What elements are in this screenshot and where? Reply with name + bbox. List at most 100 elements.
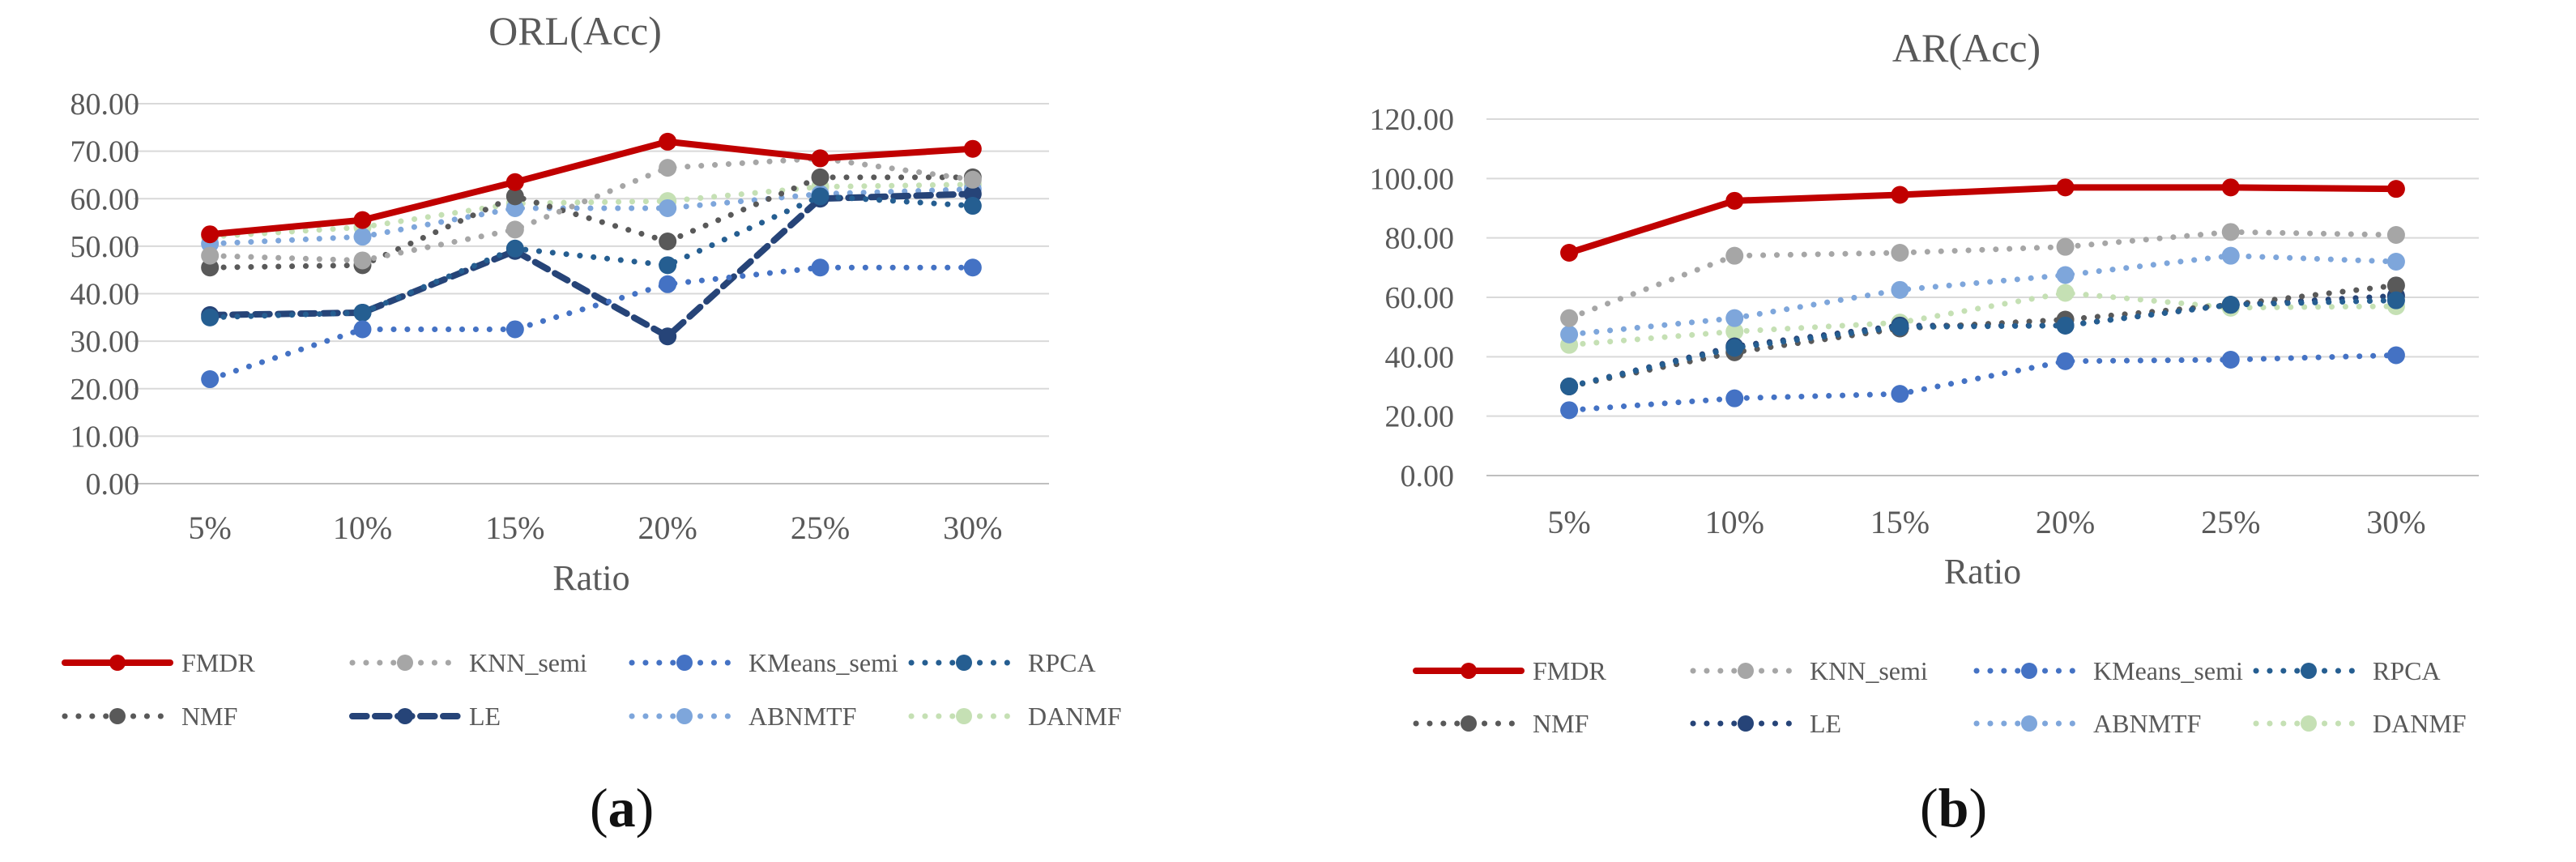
chart-a-legend-label-abnmtf: ABNMTF [748, 702, 856, 731]
chart-a-legend-label-knn-semi: KNN_semi [469, 648, 587, 677]
chart-a-series-line-danmf [207, 181, 976, 240]
chart-a-point-fmdr [963, 139, 982, 158]
chart-a-series-line-abnmtf [207, 186, 976, 247]
chart-b-legend-marker-rpca [2301, 663, 2317, 679]
chart-b-point-kmeans-semi [1725, 389, 1744, 408]
chart-a-point-nmf [811, 168, 830, 186]
chart-a-point-fmdr [505, 173, 524, 191]
chart-b-y-tick-label: 80.00 [1385, 222, 1455, 256]
chart-b-point-rpca [2386, 291, 2405, 309]
chart-b-point-knn-semi [1891, 244, 1909, 262]
chart-a-legend-marker-le [397, 708, 413, 724]
chart-b-point-danmf [1725, 322, 1744, 341]
chart-b-legend-marker-knn-semi [1738, 663, 1754, 679]
chart-b-y-tick-label: 40.00 [1385, 340, 1455, 374]
chart-a-y-tick-label: 30.00 [70, 325, 140, 359]
chart-b-point-abnmtf [2056, 266, 2075, 284]
chart-a-y-tick-label: 20.00 [70, 373, 140, 407]
chart-b-point-kmeans-semi [2386, 346, 2405, 365]
chart-a-point-le [659, 327, 677, 346]
chart-b-legend-label-rpca: RPCA [2373, 656, 2441, 685]
chart-a-point-rpca [811, 187, 830, 206]
chart-b-point-fmdr [2056, 178, 2075, 197]
chart-b-series-line-knn-semi [1566, 228, 2399, 322]
chart-a-x-tick-label: 15% [485, 510, 544, 546]
chart-b-point-rpca [2221, 296, 2240, 314]
chart-b-title: AR(Acc) [1892, 25, 2041, 70]
chart-a-y-tick-label: 50.00 [70, 230, 140, 264]
chart-b-legend-label-kmeans-semi: KMeans_semi [2093, 656, 2243, 685]
caption-a-open: ( [590, 777, 608, 839]
chart-a-legend-marker-nmf [109, 708, 126, 724]
chart-a-point-fmdr [811, 149, 830, 168]
chart-a-legend-marker-kmeans-semi [676, 655, 693, 671]
chart-b-point-knn-semi [1560, 309, 1579, 327]
chart-b-series-line-danmf [1566, 290, 2399, 348]
chart-a-point-fmdr [353, 211, 372, 229]
chart-b-series-line-le [1566, 292, 2399, 390]
chart-b-x-tick-label: 15% [1870, 504, 1930, 540]
chart-a-point-rpca [201, 308, 220, 326]
chart-a-x-tick-label: 5% [189, 510, 232, 546]
chart-b-y-tick-label: 60.00 [1385, 281, 1455, 315]
chart-a-legend-label-nmf: NMF [181, 702, 237, 731]
chart-b-y-tick-label: 0.00 [1401, 459, 1455, 493]
chart-a-series-line-rpca [207, 193, 976, 321]
chart-a-y-tick-label: 0.00 [86, 467, 140, 501]
chart-a-x-tick-label: 10% [333, 510, 392, 546]
chart-a-series-line-nmf [207, 174, 976, 271]
chart-a-point-kmeans-semi [505, 320, 524, 339]
chart-a-point-fmdr [201, 225, 220, 244]
chart-b-point-rpca [1560, 378, 1579, 395]
chart-a-point-kmeans-semi [811, 258, 830, 277]
chart-b-x-tick-label: 5% [1547, 504, 1590, 540]
chart-b-point-knn-semi [1725, 246, 1744, 265]
chart-b-point-kmeans-semi [2056, 352, 2075, 370]
chart-b-point-fmdr [1560, 244, 1579, 262]
chart-b-legend-marker-fmdr [1461, 663, 1477, 679]
chart-b-point-nmf [2386, 276, 2405, 295]
caption-a-close: ) [635, 777, 655, 839]
chart-b-point-abnmtf [1560, 325, 1579, 344]
chart-b-y-tick-label: 120.00 [1370, 103, 1455, 137]
chart-a-point-rpca [963, 197, 982, 216]
chart-b-point-fmdr [2386, 180, 2405, 198]
chart-a-x-tick-label: 30% [943, 510, 1002, 546]
chart-a-point-abnmtf [353, 228, 372, 246]
chart-b-point-rpca [2056, 316, 2075, 335]
chart-b-legend-marker-nmf [1461, 715, 1477, 732]
chart-b-legend-marker-le [1738, 715, 1754, 732]
chart-a-point-fmdr [659, 132, 677, 151]
chart-b-series-line-kmeans-semi [1566, 352, 2399, 413]
chart-b-point-kmeans-semi [2221, 351, 2240, 369]
chart-b-x-tick-label: 25% [2201, 504, 2260, 540]
chart-a-y-tick-label: 60.00 [70, 182, 140, 216]
chart-a-legend-label-danmf: DANMF [1028, 702, 1122, 731]
chart-b-x-tick-label: 10% [1705, 504, 1764, 540]
chart-b-legend-label-abnmtf: ABNMTF [2093, 709, 2201, 738]
chart-b-point-fmdr [1891, 186, 1909, 204]
chart-a-point-nmf [659, 233, 677, 251]
chart-a-legend-label-le: LE [469, 702, 501, 731]
chart-a-series-line-kmeans-semi [207, 264, 976, 382]
chart-a-legend-marker-fmdr [109, 655, 126, 671]
chart-a-point-rpca [659, 256, 677, 275]
chart-b-x-tick-label: 30% [2366, 504, 2425, 540]
chart-a-point-kmeans-semi [201, 370, 220, 389]
chart-b-legend-marker-abnmtf [2021, 715, 2037, 732]
chart-a-point-knn-semi [659, 159, 677, 177]
chart-b-x-tick-label: 20% [2036, 504, 2095, 540]
chart-b-legend-label-nmf: NMF [1533, 709, 1589, 738]
chart-a-legend-label-fmdr: FMDR [181, 648, 255, 677]
chart-b-series-line-rpca [1566, 297, 2399, 390]
chart-b-series-line-fmdr [1566, 184, 2399, 256]
caption-b-letter: b [1938, 777, 1969, 839]
chart-a-point-knn-semi [353, 251, 372, 270]
chart-a-series-line-le [207, 190, 976, 340]
chart-b-point-abnmtf [2221, 246, 2240, 265]
chart-a-y-tick-label: 80.00 [70, 87, 140, 122]
chart-b-point-knn-semi [2386, 226, 2405, 244]
chart-b-point-knn-semi [2221, 223, 2240, 241]
chart-a-series-line-fmdr [207, 138, 976, 238]
chart-b-point-kmeans-semi [1560, 401, 1579, 420]
